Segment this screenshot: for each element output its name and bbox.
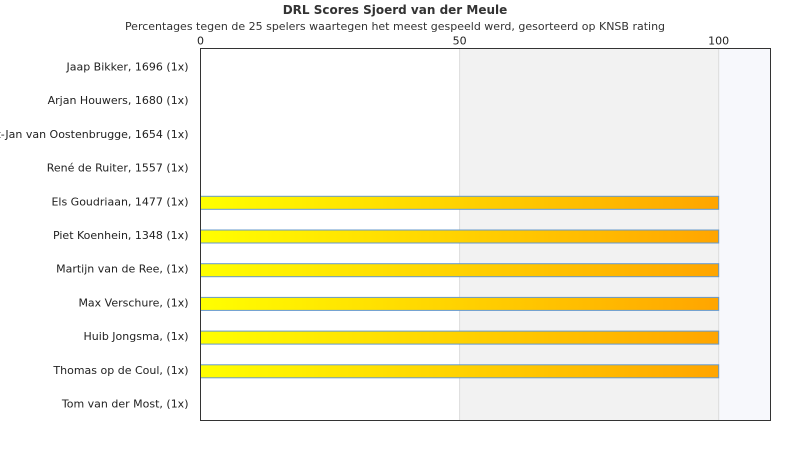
- chart-subtitle: Percentages tegen de 25 spelers waartege…: [124, 20, 666, 33]
- bar: [200, 330, 720, 345]
- y-axis-labels: Jaap Bikker, 1696 (1x) Arjan Houwers, 168…: [0, 61, 189, 411]
- bar-series: [200, 195, 720, 379]
- background-band: [718, 48, 771, 421]
- category-label: Tom van der Most, (1x): [61, 398, 189, 411]
- plot-frame: [200, 48, 771, 421]
- category-label: Max Verschure, (1x): [78, 296, 188, 309]
- chart-title: DRL Scores Sjoerd van der Meule: [282, 3, 508, 17]
- x-axis-ticks: 0 50 100: [197, 35, 729, 48]
- bar: [200, 263, 720, 278]
- category-label: Arjan Houwers, 1680 (1x): [48, 94, 189, 107]
- bar: [200, 364, 720, 379]
- x-tick-label: 0: [197, 35, 204, 48]
- category-label: Els Goudriaan, 1477 (1x): [51, 195, 188, 208]
- category-label: Thomas op de Coul, (1x): [52, 364, 188, 377]
- category-label: Huib Jongsma, (1x): [84, 330, 189, 343]
- category-label: Jaap Bikker, 1696 (1x): [65, 61, 188, 74]
- category-label: Bert-Jan van Oostenbrugge, 1654 (1x): [0, 128, 189, 141]
- x-tick-label: 100: [708, 35, 729, 48]
- bar: [200, 229, 720, 244]
- bar: [200, 195, 720, 210]
- x-tick-label: 50: [453, 35, 467, 48]
- category-label: René de Ruiter, 1557 (1x): [47, 162, 189, 175]
- category-label: Piet Koenhein, 1348 (1x): [53, 229, 189, 242]
- category-label: Martijn van de Ree, (1x): [56, 263, 188, 276]
- bar: [200, 296, 720, 311]
